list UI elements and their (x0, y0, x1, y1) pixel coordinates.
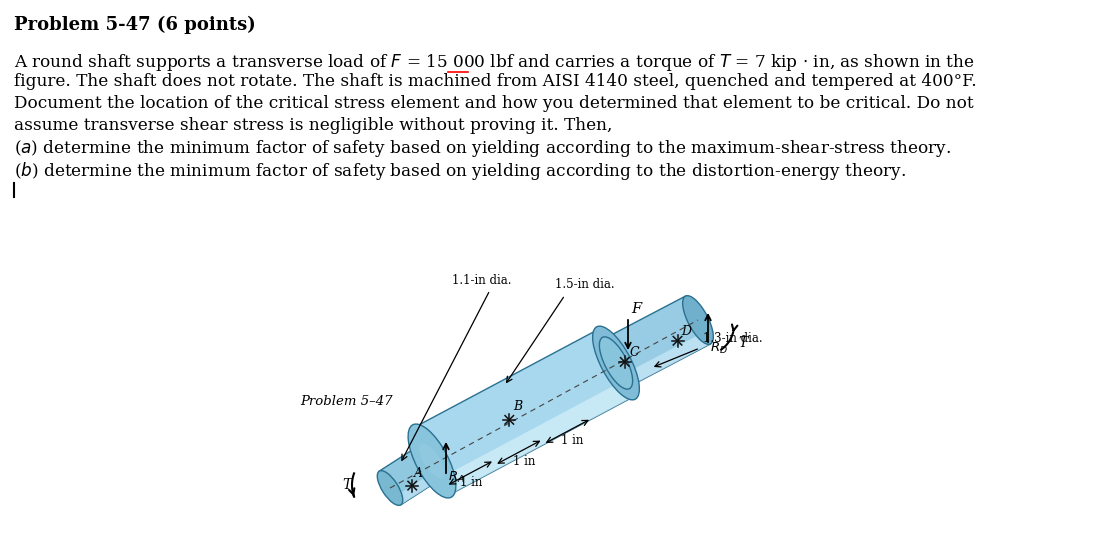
Text: 1.5-in dia.: 1.5-in dia. (556, 278, 615, 291)
Text: Problem 5-47 (6 points): Problem 5-47 (6 points) (13, 16, 255, 34)
Text: ($a$) determine the minimum factor of safety based on yielding according to the : ($a$) determine the minimum factor of sa… (13, 138, 951, 159)
Polygon shape (604, 296, 710, 387)
Text: C: C (629, 346, 640, 359)
Ellipse shape (419, 444, 445, 479)
Polygon shape (623, 332, 710, 387)
Ellipse shape (592, 326, 640, 400)
Text: B: B (513, 400, 522, 413)
Text: A round shaft supports a transverse load of $F$ = 15 000 lbf and carries a torqu: A round shaft supports a transverse load… (13, 52, 974, 73)
Text: T: T (738, 336, 747, 350)
Polygon shape (441, 380, 634, 495)
Text: 1.3-in dia.: 1.3-in dia. (703, 332, 763, 345)
Polygon shape (380, 444, 442, 505)
Ellipse shape (377, 471, 403, 506)
Text: D: D (681, 325, 691, 338)
Text: A: A (414, 466, 423, 480)
Polygon shape (414, 330, 634, 495)
Ellipse shape (408, 424, 456, 498)
Text: F: F (631, 302, 641, 316)
Text: 1 in: 1 in (460, 476, 483, 489)
Text: Document the location of the critical stress element and how you determined that: Document the location of the critical st… (13, 95, 973, 112)
Text: T: T (342, 478, 352, 492)
Ellipse shape (683, 296, 713, 344)
Text: $R_A$: $R_A$ (448, 470, 465, 485)
Text: assume transverse shear stress is negligible without proving it. Then,: assume transverse shear stress is neglig… (13, 116, 613, 134)
Text: 1 in: 1 in (561, 434, 584, 447)
Text: 1.1-in dia.: 1.1-in dia. (452, 274, 512, 287)
Text: 1 in: 1 in (513, 455, 535, 468)
Polygon shape (395, 469, 442, 505)
Text: Problem 5–47: Problem 5–47 (300, 395, 392, 408)
Text: ($b$) determine the minimum factor of safety based on yielding according to the : ($b$) determine the minimum factor of sa… (13, 160, 906, 182)
Text: figure. The shaft does not rotate. The shaft is machined from AISI 4140 steel, q: figure. The shaft does not rotate. The s… (13, 73, 977, 91)
Text: $R_D$: $R_D$ (710, 341, 728, 356)
Ellipse shape (599, 337, 633, 389)
